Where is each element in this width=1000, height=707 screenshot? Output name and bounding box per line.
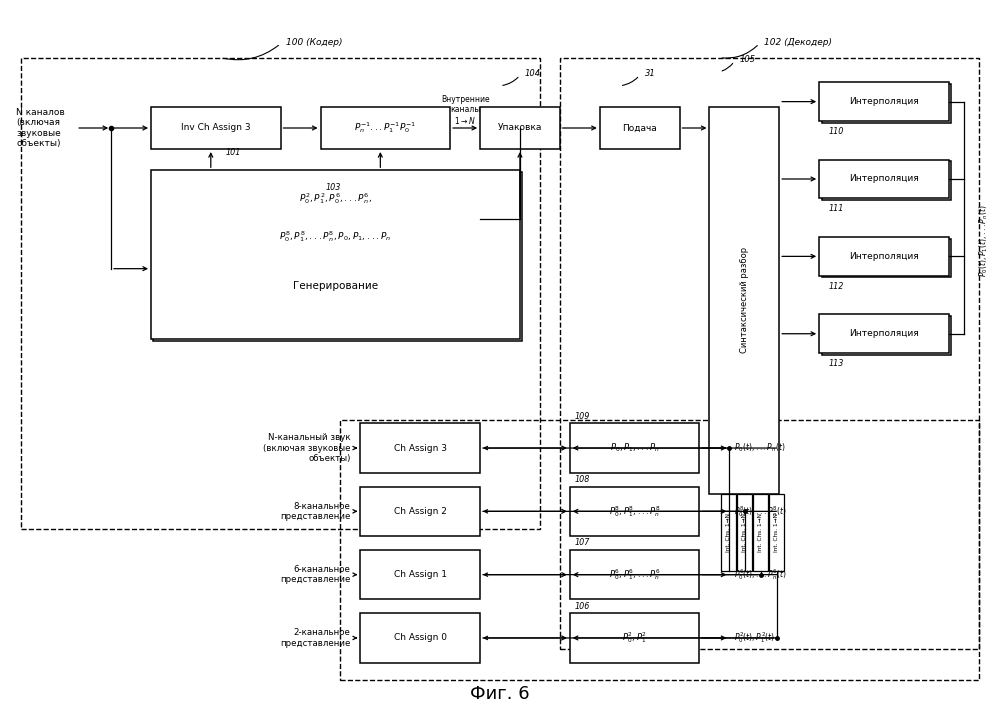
Text: $P_0^8(t),...P_n^8(t)$: $P_0^8(t),...P_n^8(t)$ xyxy=(734,504,787,519)
Bar xyxy=(480,107,560,149)
Text: Интерполяция: Интерполяция xyxy=(849,252,919,261)
Text: Подача: Подача xyxy=(622,124,657,132)
Text: Int. Chs. 1→N: Int. Chs. 1→N xyxy=(742,513,747,552)
Bar xyxy=(570,550,699,600)
Text: Интерполяция: Интерполяция xyxy=(849,97,919,106)
Bar xyxy=(570,614,699,662)
Bar xyxy=(822,161,951,200)
Text: Упаковка: Упаковка xyxy=(498,124,542,132)
Text: 105: 105 xyxy=(739,54,755,64)
Text: 108: 108 xyxy=(575,475,590,484)
Text: Фиг. 6: Фиг. 6 xyxy=(470,685,530,703)
Bar xyxy=(570,423,699,473)
Text: 107: 107 xyxy=(575,539,590,547)
Bar xyxy=(360,550,480,600)
Bar xyxy=(320,107,450,149)
Text: N-канальный звук
(включая звуковые
объекты): N-канальный звук (включая звуковые объек… xyxy=(263,433,350,463)
Text: Генерирование: Генерирование xyxy=(293,281,378,291)
Text: Int. Chs. 1→N: Int. Chs. 1→N xyxy=(726,513,731,552)
Bar xyxy=(600,107,680,149)
Bar xyxy=(21,58,540,529)
Bar xyxy=(360,614,480,662)
Bar xyxy=(340,420,979,680)
Bar xyxy=(560,58,979,648)
Text: $P_n^{-1}...P_1^{-1}P_0^{-1}$: $P_n^{-1}...P_1^{-1}P_0^{-1}$ xyxy=(354,120,416,136)
Text: Ch Assign 3: Ch Assign 3 xyxy=(394,443,447,452)
Text: $P_0, P_1,...P_n$: $P_0, P_1,...P_n$ xyxy=(610,442,660,455)
Text: Интерполяция: Интерполяция xyxy=(849,175,919,184)
Text: 106: 106 xyxy=(575,602,590,611)
Bar xyxy=(709,107,779,493)
Bar xyxy=(819,160,949,199)
Text: 100 (Кодер): 100 (Кодер) xyxy=(286,37,342,47)
Text: Внутренние
каналы: Внутренние каналы xyxy=(441,95,489,114)
Text: 113: 113 xyxy=(829,359,844,368)
Text: 112: 112 xyxy=(829,282,844,291)
Bar xyxy=(737,493,752,571)
Text: 6-канальное
представление: 6-канальное представление xyxy=(280,565,350,585)
Text: 8-канальное
представление: 8-канальное представление xyxy=(280,502,350,521)
Text: $P_0(t),...P_n(t)$: $P_0(t),...P_n(t)$ xyxy=(734,442,786,455)
Text: $P_0^8, P_1^8,...P_n^8, P_0, P_1, ...P_n$: $P_0^8, P_1^8,...P_n^8, P_0, P_1, ...P_n… xyxy=(279,230,392,245)
Text: $P_0^6, P_1^6,...P_n^6$: $P_0^6, P_1^6,...P_n^6$ xyxy=(609,567,661,582)
Text: Синтаксический разбор: Синтаксический разбор xyxy=(740,247,749,354)
Bar xyxy=(151,170,520,339)
Bar xyxy=(360,423,480,473)
Text: 104: 104 xyxy=(525,69,541,78)
Bar xyxy=(360,486,480,536)
Bar xyxy=(822,84,951,123)
Text: $P_0^6(t),...P_n^6(t)$: $P_0^6(t),...P_n^6(t)$ xyxy=(734,567,787,582)
Text: Интерполяция: Интерполяция xyxy=(849,329,919,338)
Text: Ch Assign 2: Ch Assign 2 xyxy=(394,507,447,516)
Text: 31: 31 xyxy=(645,69,655,78)
Text: $P_0^2(t), P_1^2(t)$: $P_0^2(t), P_1^2(t)$ xyxy=(734,631,775,645)
Text: Ch Assign 0: Ch Assign 0 xyxy=(394,633,447,643)
Text: 109: 109 xyxy=(575,412,590,421)
Bar xyxy=(822,239,951,277)
Bar xyxy=(151,107,281,149)
Text: 110: 110 xyxy=(829,127,844,136)
Bar xyxy=(153,172,522,341)
Bar xyxy=(721,493,736,571)
Text: 101: 101 xyxy=(226,148,241,157)
Text: $P_0^2, P_1^2, P_0^6,...P_n^6,$: $P_0^2, P_1^2, P_0^6,...P_n^6,$ xyxy=(299,191,372,206)
Text: 103: 103 xyxy=(325,183,341,192)
Text: Int. Chs. 1→N: Int. Chs. 1→N xyxy=(758,513,763,552)
Bar xyxy=(822,316,951,355)
Text: Inv Ch Assign 3: Inv Ch Assign 3 xyxy=(181,124,251,132)
Bar xyxy=(769,493,784,571)
Text: Ch Assign 1: Ch Assign 1 xyxy=(394,570,447,579)
Bar xyxy=(819,315,949,353)
Bar xyxy=(819,237,949,276)
Text: $P_0^8, P_1^8,...P_n^8$: $P_0^8, P_1^8,...P_n^8$ xyxy=(609,504,661,519)
Text: N каналов
(включая
звуковые
объекты): N каналов (включая звуковые объекты) xyxy=(16,108,65,148)
Text: 111: 111 xyxy=(829,204,844,214)
Bar xyxy=(570,486,699,536)
Text: $1\rightarrow N$: $1\rightarrow N$ xyxy=(454,115,476,126)
Text: $P_0(t), P_1(t),...P_n(t)$: $P_0(t), P_1(t),...P_n(t)$ xyxy=(977,204,990,276)
Bar xyxy=(819,82,949,121)
Text: $P_0^2, P_1^2$: $P_0^2, P_1^2$ xyxy=(622,631,647,645)
Bar xyxy=(753,493,768,571)
Text: Int. Chs. 1→N: Int. Chs. 1→N xyxy=(774,513,779,552)
Text: 102 (Декодер): 102 (Декодер) xyxy=(764,37,832,47)
Text: 2-канальное
представление: 2-канальное представление xyxy=(280,629,350,648)
